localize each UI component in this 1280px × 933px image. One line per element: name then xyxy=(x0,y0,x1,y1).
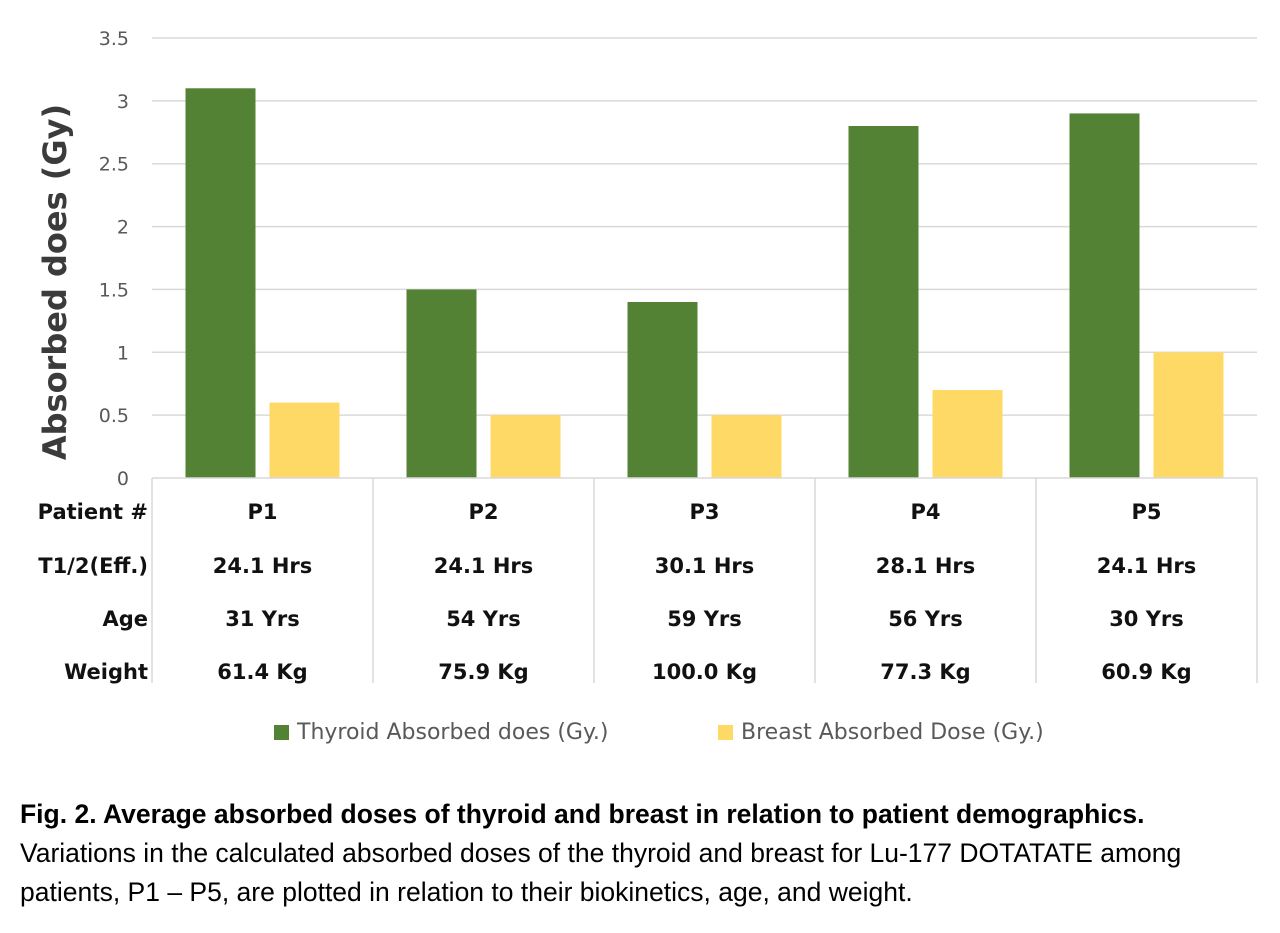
table-cell: 24.1 Hrs xyxy=(1097,554,1197,578)
table-cell: 59 Yrs xyxy=(667,607,742,631)
data-table: Patient # P1 P2 P3 P4 P5 T1/2(Eff.) 24.1 Hrs 24.… xyxy=(38,478,1258,684)
table-cell: P5 xyxy=(1131,500,1161,524)
table-row-label: T1/2(Eff.) xyxy=(38,554,148,578)
thyroid-bar-p3 xyxy=(627,302,698,478)
y-tick-label: 2 xyxy=(117,217,129,239)
y-tick-label: 2.5 xyxy=(99,154,129,176)
y-tick-label: 1.5 xyxy=(99,279,129,301)
table-cell: P2 xyxy=(468,500,498,524)
table-cell: 31 Yrs xyxy=(225,607,300,631)
table-cell: 56 Yrs xyxy=(888,607,963,631)
bars xyxy=(185,88,1224,479)
table-cell: 54 Yrs xyxy=(446,607,521,631)
legend: Thyroid Absorbed does (Gy.) Breast Absorb… xyxy=(274,720,1044,745)
legend-label: Thyroid Absorbed does (Gy.) xyxy=(296,720,608,745)
table-cell: P1 xyxy=(247,500,277,524)
bar-chart: 0 0.5 1 1.5 2 2.5 3 3.5 Absorbed does (Gy) Pati… xyxy=(36,28,1258,745)
table-cell: 60.9 Kg xyxy=(1101,660,1191,684)
gridlines xyxy=(152,37,1257,416)
table-cell: 61.4 Kg xyxy=(217,660,307,684)
table-cell: 77.3 Kg xyxy=(880,660,970,684)
y-axis-ticks: 0 0.5 1 1.5 2 2.5 3 3.5 xyxy=(99,28,129,490)
table-cell: 24.1 Hrs xyxy=(434,554,534,578)
y-tick-label: 1 xyxy=(117,342,129,364)
table-cell: 28.1 Hrs xyxy=(876,554,976,578)
breast-bar-p4 xyxy=(932,390,1003,478)
table-cell: 75.9 Kg xyxy=(438,660,528,684)
table-cell: 24.1 Hrs xyxy=(213,554,313,578)
legend-swatch xyxy=(718,725,733,740)
thyroid-bar-p4 xyxy=(848,126,919,478)
breast-bar-p2 xyxy=(490,415,561,478)
figure-caption: Fig. 2. Average absorbed doses of thyroi… xyxy=(20,795,1270,912)
thyroid-bar-p5 xyxy=(1069,113,1140,478)
y-tick-label: 3.5 xyxy=(99,28,129,50)
breast-bar-p5 xyxy=(1153,352,1224,478)
table-cell: 30.1 Hrs xyxy=(655,554,755,578)
breast-bar-p3 xyxy=(711,415,782,478)
thyroid-bar-p1 xyxy=(185,88,256,479)
legend-label: Breast Absorbed Dose (Gy.) xyxy=(741,720,1044,745)
thyroid-bar-p2 xyxy=(406,289,477,478)
table-row-label: Age xyxy=(102,607,148,631)
y-tick-label: 0 xyxy=(117,468,129,490)
legend-swatch xyxy=(274,725,289,740)
table-cell: P4 xyxy=(910,500,940,524)
table-cell: 30 Yrs xyxy=(1109,607,1184,631)
y-tick-label: 0.5 xyxy=(99,405,129,427)
caption-title: Fig. 2. Average absorbed doses of thyroi… xyxy=(20,799,1145,829)
table-row-label: Patient # xyxy=(38,500,148,524)
table-row-label: Weight xyxy=(64,660,148,684)
caption-body: Variations in the calculated absorbed do… xyxy=(20,838,1182,907)
table-cell: 100.0 Kg xyxy=(652,660,757,684)
y-axis-label: Absorbed does (Gy) xyxy=(36,104,74,460)
breast-bar-p1 xyxy=(269,402,340,478)
table-cell: P3 xyxy=(689,500,719,524)
y-tick-label: 3 xyxy=(117,91,129,113)
